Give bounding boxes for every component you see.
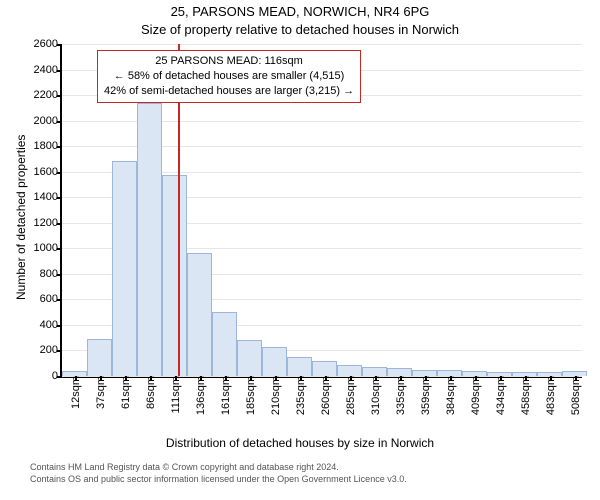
attribution: Contains HM Land Registry data © Crown c…: [30, 462, 407, 485]
gridline: [62, 44, 582, 45]
xtick-label: 86sqm: [143, 376, 157, 409]
xtick-label: 61sqm: [118, 376, 132, 409]
x-axis-label: Distribution of detached houses by size …: [0, 436, 600, 450]
ytick-label: 1800: [34, 140, 62, 152]
ytick-label: 1200: [34, 217, 62, 229]
xtick-label: 111sqm: [168, 376, 182, 414]
histogram-bar: [362, 367, 387, 376]
xtick-label: 37sqm: [93, 376, 107, 409]
xtick-label: 434sqm: [493, 376, 507, 415]
xtick-label: 335sqm: [393, 376, 407, 415]
xtick-label: 458sqm: [518, 376, 532, 415]
chart-container: { "chart": { "type": "histogram", "title…: [0, 0, 600, 500]
histogram-bar: [287, 357, 312, 376]
xtick-label: 483sqm: [543, 376, 557, 415]
histogram-bar: [112, 161, 137, 376]
histogram-bar: [137, 103, 162, 376]
annotation-box: 25 PARSONS MEAD: 116sqm← 58% of detached…: [97, 50, 361, 103]
ytick-label: 2200: [34, 89, 62, 101]
xtick-label: 260sqm: [318, 376, 332, 415]
ytick-label: 2000: [34, 115, 62, 127]
plot-area: 0200400600800100012001400160018002000220…: [60, 44, 582, 378]
histogram-bar: [237, 340, 262, 376]
xtick-label: 508sqm: [568, 376, 582, 415]
xtick-label: 285sqm: [343, 376, 357, 415]
xtick-label: 235sqm: [293, 376, 307, 415]
xtick-label: 185sqm: [243, 376, 257, 415]
xtick-label: 136sqm: [193, 376, 207, 415]
ytick-label: 600: [40, 293, 62, 305]
y-axis-label: Number of detached properties: [14, 135, 28, 300]
ytick-label: 400: [40, 319, 62, 331]
xtick-label: 409sqm: [468, 376, 482, 415]
ytick-label: 2600: [34, 38, 62, 50]
histogram-bar: [87, 339, 112, 376]
ytick-label: 2400: [34, 64, 62, 76]
xtick-label: 359sqm: [418, 376, 432, 415]
ytick-label: 800: [40, 268, 62, 280]
histogram-bar: [312, 361, 337, 376]
annotation-line: 25 PARSONS MEAD: 116sqm: [104, 54, 354, 69]
chart-title: 25, PARSONS MEAD, NORWICH, NR4 6PG: [0, 4, 600, 19]
annotation-line: ← 58% of detached houses are smaller (4,…: [104, 69, 354, 84]
ytick-label: 1000: [34, 242, 62, 254]
histogram-bar: [187, 253, 212, 376]
histogram-bar: [337, 365, 362, 376]
attribution-line: Contains HM Land Registry data © Crown c…: [30, 462, 407, 474]
xtick-label: 210sqm: [268, 376, 282, 415]
histogram-bar: [262, 347, 287, 376]
histogram-bar: [387, 368, 412, 376]
ytick-label: 200: [40, 344, 62, 356]
xtick-label: 310sqm: [368, 376, 382, 415]
attribution-line: Contains OS and public sector informatio…: [30, 474, 407, 486]
ytick-label: 1600: [34, 166, 62, 178]
xtick-label: 161sqm: [218, 376, 232, 415]
histogram-bar: [162, 175, 187, 376]
xtick-label: 12sqm: [68, 376, 82, 409]
chart-subtitle: Size of property relative to detached ho…: [0, 22, 600, 37]
xtick-label: 384sqm: [443, 376, 457, 415]
ytick-label: 0: [52, 370, 62, 382]
annotation-line: 42% of semi-detached houses are larger (…: [104, 84, 354, 99]
ytick-label: 1400: [34, 191, 62, 203]
histogram-bar: [212, 312, 237, 376]
